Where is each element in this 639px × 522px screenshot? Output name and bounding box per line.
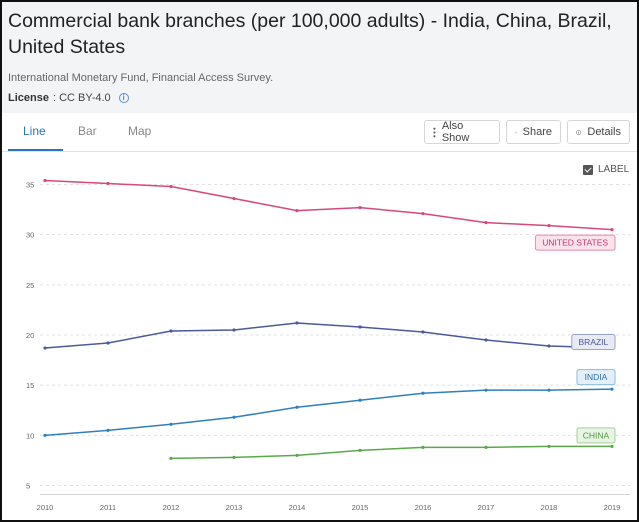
data-point[interactable]	[610, 444, 614, 448]
vertical-dots-icon	[433, 127, 436, 137]
data-point[interactable]	[421, 211, 425, 216]
data-point[interactable]	[232, 328, 236, 332]
share-label: Share	[522, 126, 552, 138]
series-label-brazil[interactable]: BRAZIL	[571, 334, 616, 351]
series-label-text: CHINA	[583, 430, 610, 440]
also-show-label: Also Show	[441, 120, 470, 144]
data-point[interactable]	[547, 224, 551, 228]
data-point[interactable]	[421, 445, 425, 449]
share-icon	[515, 131, 517, 133]
series-label-box	[571, 334, 616, 351]
x-tick-label: 2012	[163, 503, 180, 512]
x-tick-label: 2017	[478, 503, 495, 512]
series-line[interactable]	[170, 445, 612, 460]
x-tick-label: 2018	[541, 503, 558, 512]
data-point[interactable]	[484, 445, 488, 449]
data-point[interactable]	[232, 455, 236, 460]
data-point[interactable]	[610, 228, 614, 232]
tab-bar[interactable]: Bar	[78, 124, 97, 138]
data-point[interactable]	[484, 338, 488, 342]
data-point[interactable]	[547, 344, 551, 348]
data-point[interactable]	[232, 415, 236, 419]
data-point[interactable]	[295, 321, 299, 325]
data-point[interactable]	[169, 329, 173, 333]
license-value[interactable]: : CC BY-4.0	[52, 92, 111, 104]
label-toggle[interactable]: LABEL	[583, 164, 629, 175]
x-tick-label: 2014	[289, 503, 306, 512]
data-point[interactable]	[421, 391, 425, 395]
data-point[interactable]	[484, 388, 488, 392]
series-label-box	[576, 427, 616, 444]
x-tick-label: 2010	[37, 503, 54, 512]
data-point[interactable]	[43, 433, 47, 437]
y-tick-label: 35	[26, 181, 34, 190]
chart-tabbar: Line Bar Map Also Show Share Details	[2, 113, 637, 152]
series-label-box	[534, 234, 616, 251]
data-point[interactable]	[547, 388, 551, 392]
data-point[interactable]	[169, 456, 173, 461]
license-row: License : CC BY-4.0 i	[8, 92, 129, 104]
data-point[interactable]	[106, 181, 110, 186]
page-title: Commercial bank branches (per 100,000 ad…	[8, 10, 612, 58]
page-header: Commercial bank branches (per 100,000 ad…	[2, 2, 637, 113]
tab-line[interactable]: Line	[23, 124, 46, 138]
data-point[interactable]	[358, 398, 362, 402]
y-tick-label: 10	[26, 431, 34, 440]
data-point[interactable]	[547, 444, 551, 448]
tab-map[interactable]: Map	[128, 124, 152, 138]
y-tick-label: 20	[26, 331, 34, 340]
data-point[interactable]	[358, 448, 362, 452]
label-checkbox[interactable]	[583, 164, 593, 175]
x-tick-label: 2013	[226, 503, 243, 512]
data-point[interactable]	[295, 208, 299, 213]
license-label: License	[8, 92, 49, 104]
data-point[interactable]	[295, 453, 299, 457]
series-line[interactable]	[44, 388, 613, 437]
share-button[interactable]: Share	[506, 120, 561, 144]
y-tick-label: 5	[26, 482, 30, 491]
data-point[interactable]	[43, 178, 47, 183]
data-point[interactable]	[106, 341, 110, 345]
info-icon[interactable]: i	[118, 93, 129, 103]
series-label-united-states[interactable]: UNITED STATES	[534, 234, 616, 251]
series-label-box	[576, 369, 616, 386]
details-button[interactable]: Details	[567, 120, 630, 144]
label-toggle-text: LABEL	[598, 164, 630, 175]
y-tick-label: 25	[26, 281, 34, 290]
series-line[interactable]	[44, 179, 613, 231]
data-point[interactable]	[295, 405, 299, 409]
also-show-button[interactable]: Also Show	[424, 120, 500, 144]
data-point[interactable]	[358, 205, 362, 210]
x-tick-label: 2019	[604, 503, 621, 512]
data-point[interactable]	[232, 196, 236, 201]
x-tick-label: 2015	[352, 503, 369, 512]
active-tab-indicator	[8, 149, 63, 151]
data-point[interactable]	[106, 428, 110, 432]
data-point[interactable]	[421, 330, 425, 334]
data-point[interactable]	[358, 325, 362, 329]
data-point[interactable]	[43, 346, 47, 350]
series-label-text: UNITED STATES	[542, 238, 608, 248]
series-line[interactable]	[44, 322, 613, 349]
info-circle-icon	[576, 129, 582, 135]
series-label-india[interactable]: INDIA	[576, 369, 616, 386]
series-label-text: BRAZIL	[579, 337, 609, 347]
x-tick-label: 2011	[100, 503, 116, 512]
y-tick-label: 15	[26, 381, 34, 390]
data-point[interactable]	[484, 221, 488, 225]
series-label-china[interactable]: CHINA	[576, 427, 616, 444]
y-tick-label: 30	[26, 231, 34, 240]
data-point[interactable]	[169, 422, 173, 426]
source-text[interactable]: International Monetary Fund, Financial A…	[8, 72, 274, 84]
data-point[interactable]	[169, 184, 173, 189]
details-label: Details	[587, 126, 621, 138]
data-point[interactable]	[610, 387, 614, 391]
series-label-text: INDIA	[585, 372, 608, 382]
x-tick-label: 2016	[415, 503, 432, 512]
